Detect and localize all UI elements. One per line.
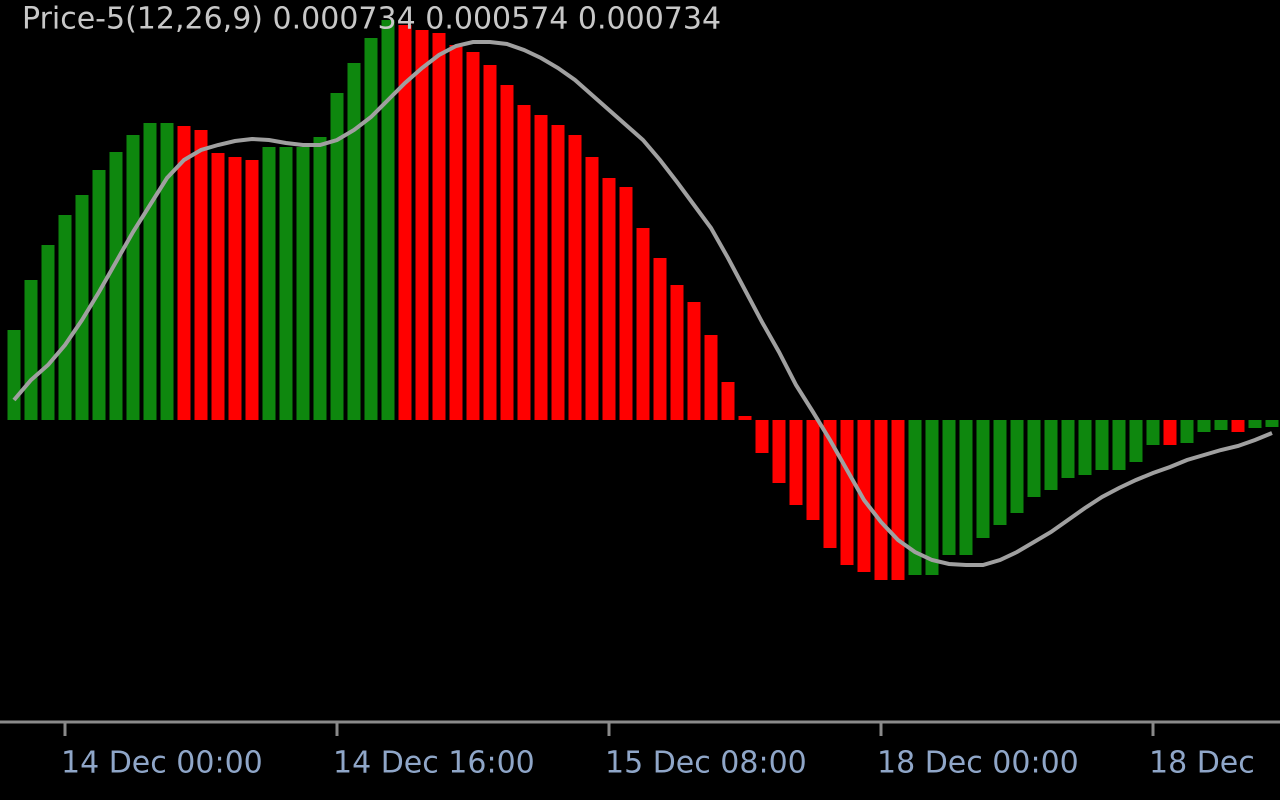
histogram-bar [874,420,888,580]
x-tick-label: 15 Dec 08:00 [605,746,807,781]
histogram-bar [245,160,259,420]
indicator-title: Price-5(12,26,9) 0.000734 0.000574 0.000… [22,2,721,37]
histogram-bar [211,153,225,420]
histogram-bar [347,63,361,420]
histogram-bar [143,123,157,420]
histogram-bar [279,147,293,420]
histogram-bar [364,38,378,420]
histogram-bar [602,178,616,420]
histogram-bar [432,33,446,420]
histogram-bar [1112,420,1126,470]
histogram-bar [194,130,208,420]
x-tick-label: 18 Dec 00:00 [877,746,1079,781]
histogram-bar [58,215,72,420]
histogram-bar [551,125,565,420]
histogram-bar [7,330,21,420]
histogram-bar [449,45,463,420]
histogram-bar [1248,420,1262,428]
histogram-bar [840,420,854,565]
histogram-bar [1146,420,1160,445]
histogram-bar [1197,420,1211,432]
histogram-bar [704,335,718,420]
histogram-bar [1129,420,1143,462]
histogram-bar [75,195,89,420]
histogram-bar [109,152,123,420]
histogram-bar [636,228,650,420]
histogram-bar [1078,420,1092,475]
histogram-bar [755,420,769,453]
histogram-bar [585,157,599,420]
histogram-bar [24,280,38,420]
histogram-bar [126,135,140,420]
histogram-bar [891,420,905,580]
histogram-bar [262,147,276,420]
histogram-bar [1010,420,1024,513]
histogram-bar [466,52,480,420]
histogram-bar [1180,420,1194,443]
histogram-bar [534,115,548,420]
histogram-bar [772,420,786,483]
histogram-bar [619,187,633,420]
histogram-bar [976,420,990,538]
histogram-bar [517,105,531,420]
histogram-bar [398,25,412,420]
histogram-bar [483,65,497,420]
histogram-bar [568,135,582,420]
histogram-bar [296,147,310,420]
histogram-bar [228,157,242,420]
histogram-bar [789,420,803,505]
histogram-bar [313,137,327,420]
histogram-bar [1061,420,1075,478]
histogram-bar [415,30,429,420]
histogram-bar [1044,420,1058,490]
histogram-bar [381,20,395,420]
histogram-bar [738,416,752,420]
histogram-bar [942,420,956,555]
histogram-bar [330,93,344,420]
x-tick-label: 14 Dec 16:00 [333,746,535,781]
x-tick-label: 18 Dec [1149,746,1255,781]
histogram-bar [823,420,837,548]
histogram-bar [1095,420,1109,470]
histogram-bar [41,245,55,420]
histogram-bar [908,420,922,575]
histogram-bar [1214,420,1228,430]
histogram-bar [806,420,820,520]
histogram-bar [653,258,667,420]
histogram-bar [670,285,684,420]
histogram-bar [993,420,1007,525]
plot-area [7,20,1279,580]
histogram-bar [1265,420,1279,427]
histogram-bar [721,382,735,420]
histogram-bar [177,126,191,420]
histogram-bar [1027,420,1041,497]
histogram-bar [959,420,973,555]
histogram-bar [925,420,939,575]
histogram-bar [1231,420,1245,432]
histogram-bar [500,85,514,420]
x-tick-label: 14 Dec 00:00 [61,746,263,781]
histogram-bar [1163,420,1177,445]
signal-line [12,40,1273,567]
histogram-bar [160,123,174,420]
histogram-bar [687,302,701,420]
